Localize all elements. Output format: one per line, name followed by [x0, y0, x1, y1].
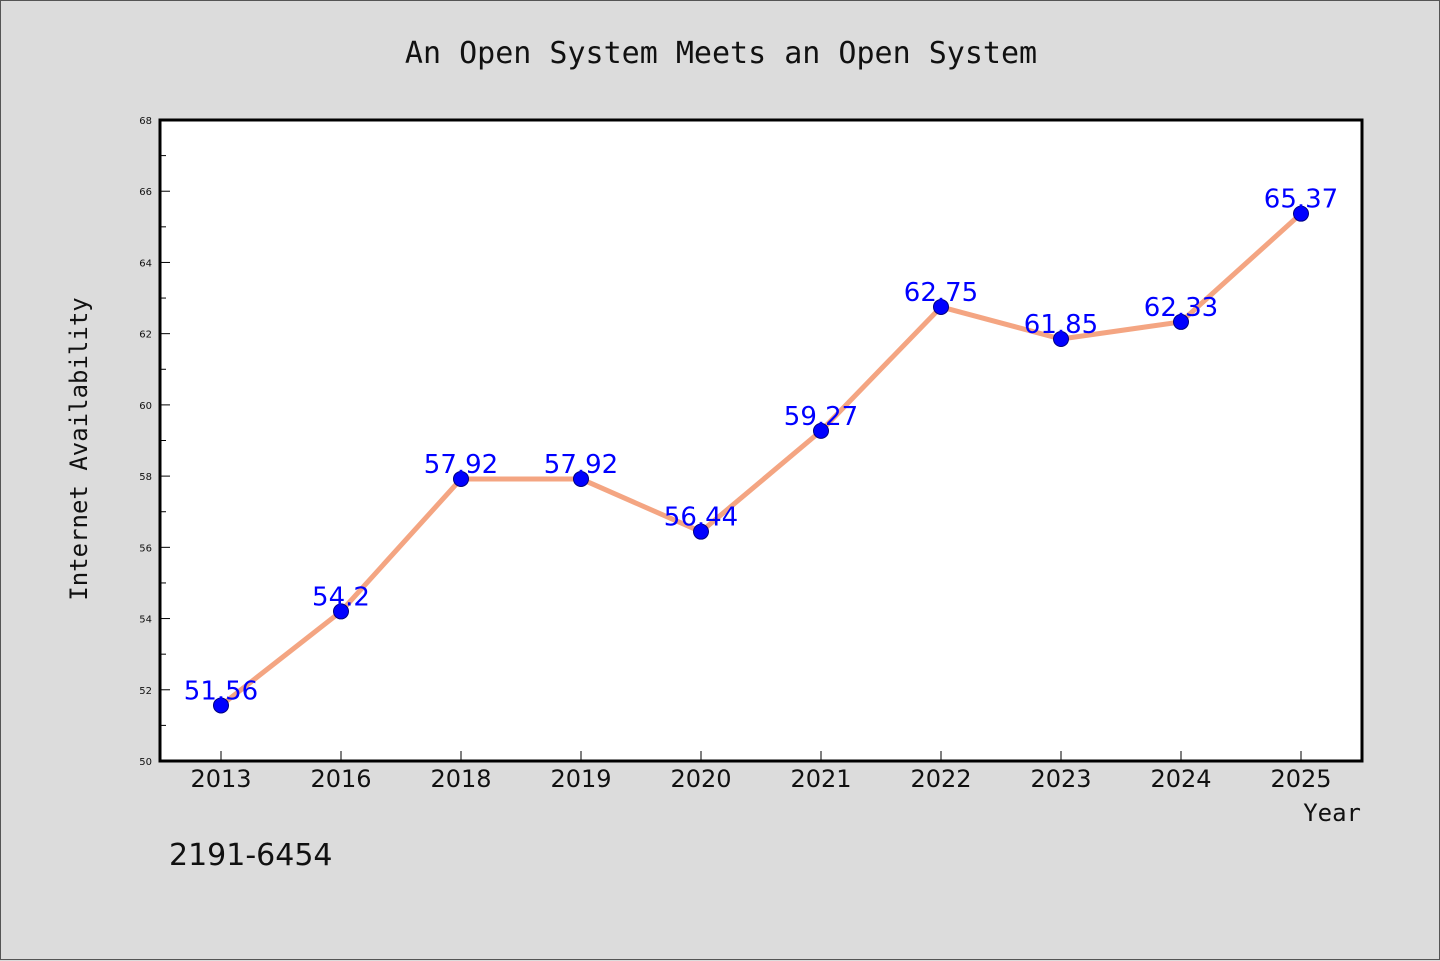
y-tick-label: 60 — [139, 401, 152, 412]
footer-code: 2191-6454 — [169, 838, 333, 873]
data-point-marker — [1053, 331, 1069, 348]
y-tick-label: 58 — [139, 472, 152, 483]
data-label: 54.2 — [312, 582, 370, 612]
y-tick-label: 62 — [139, 330, 152, 341]
x-axis: 2013 2016 2018 2019 2020 2021 2022 2023 2024 2025 — [190, 751, 1332, 793]
x-tick-label: 2025 — [1270, 765, 1331, 793]
data-label: 59.27 — [784, 402, 858, 432]
plot-area — [158, 118, 1364, 763]
y-axis-label: Internet Availability — [65, 297, 93, 600]
data-point-marker — [933, 298, 949, 315]
series-line — [219, 211, 1303, 708]
y-axis: 50 52 54 56 58 60 62 64 66 68 — [139, 116, 170, 768]
data-label: 57.92 — [424, 450, 498, 480]
data-labels: 51.56 54.2 57.92 57.92 56.44 59.27 62.75 61.85 6… — [184, 185, 1338, 707]
x-tick-label: 2013 — [190, 765, 251, 793]
x-tick-label: 2021 — [790, 765, 851, 793]
data-label: 65.37 — [1264, 185, 1338, 215]
data-point-marker — [813, 422, 829, 439]
data-point-marker — [693, 523, 709, 540]
x-tick-label: 2018 — [430, 765, 491, 793]
data-point-marker — [573, 470, 589, 487]
x-axis-label: Year — [1303, 799, 1361, 827]
y-tick-label: 50 — [139, 757, 152, 768]
data-label: 62.75 — [904, 278, 978, 308]
data-point-marker — [453, 470, 469, 487]
data-label: 61.85 — [1024, 310, 1098, 340]
y-tick-label: 66 — [139, 187, 152, 198]
x-tick-label: 2023 — [1030, 765, 1091, 793]
x-tick-label: 2019 — [550, 765, 611, 793]
data-label: 62.33 — [1144, 293, 1218, 323]
data-point-marker — [1293, 205, 1309, 222]
y-tick-label: 56 — [139, 543, 152, 554]
y-tick-label: 52 — [139, 686, 152, 697]
chart-title: An Open System Meets an Open System — [405, 36, 1037, 71]
y-tick-label: 68 — [139, 116, 152, 127]
y-tick-label: 64 — [139, 258, 152, 269]
x-tick-label: 2024 — [1150, 765, 1211, 793]
x-tick-label: 2022 — [910, 765, 971, 793]
x-tick-label: 2016 — [310, 765, 371, 793]
x-tick-label: 2020 — [670, 765, 731, 793]
data-label: 56.44 — [664, 503, 738, 533]
series-markers — [213, 205, 1309, 714]
data-point-marker — [333, 603, 349, 620]
data-label: 51.56 — [184, 676, 258, 706]
y-tick-label: 54 — [139, 615, 152, 626]
series-polyline — [219, 211, 1303, 708]
data-point-marker — [1173, 313, 1189, 330]
data-label: 57.92 — [544, 450, 618, 480]
data-point-marker — [213, 697, 229, 714]
